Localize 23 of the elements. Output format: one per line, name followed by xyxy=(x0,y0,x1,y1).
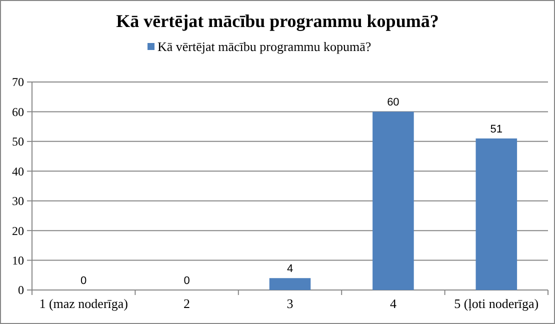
y-tick-label: 30 xyxy=(12,194,24,208)
y-tick-label: 20 xyxy=(12,224,24,238)
data-label: 4 xyxy=(286,263,294,276)
data-label: 0 xyxy=(80,275,87,287)
x-tick-label: 5 (ļoti noderīga) xyxy=(454,296,539,311)
y-tick-label: 10 xyxy=(12,253,24,268)
data-label: 60 xyxy=(387,96,400,109)
data-label: 0 xyxy=(184,275,190,287)
bar xyxy=(372,112,414,290)
data-label: 51 xyxy=(490,123,503,136)
x-tick-label: 3 xyxy=(286,296,294,311)
bar xyxy=(269,278,311,290)
y-tick-label: 50 xyxy=(12,134,24,149)
bar xyxy=(476,138,518,290)
y-tick-label: 0 xyxy=(18,283,24,298)
y-tick-label: 70 xyxy=(12,75,24,90)
y-tick-label: 60 xyxy=(12,104,24,119)
x-tick-label: 4 xyxy=(390,296,397,311)
x-tick-label: 1 (maz noderīga) xyxy=(39,296,128,311)
y-tick-label: 40 xyxy=(12,164,24,178)
x-tick-label: 2 xyxy=(184,296,190,311)
chart-title: Kā vērtējat mācību programmu kopumā? xyxy=(116,11,439,31)
legend-label: Kā vērtējat mācību programmu kopumā? xyxy=(158,39,372,54)
